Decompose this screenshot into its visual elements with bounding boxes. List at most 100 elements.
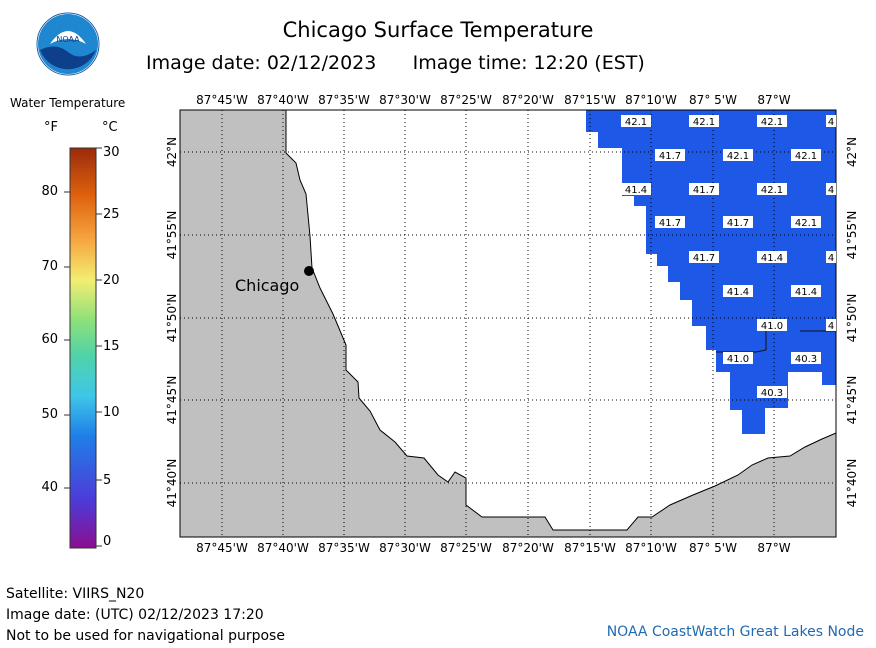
lat-label: 41°40'N [165, 459, 179, 508]
lon-label: 87°W [757, 93, 790, 107]
f-tick-60: 60 [41, 332, 58, 347]
temp-label: 41.4 [621, 183, 651, 196]
temp-label: 42.1 [757, 115, 787, 128]
temp-label: 41.0 [757, 319, 787, 332]
temp-label: 4 [826, 319, 836, 332]
temperature-labels: 42.1 42.1 42.1 4 41.7 42.1 42.1 41.4 41.… [621, 115, 836, 399]
svg-text:40.3: 40.3 [795, 354, 817, 365]
unit-f-label: °F [44, 120, 58, 135]
svg-text:41.4: 41.4 [761, 253, 783, 264]
svg-text:42.1: 42.1 [761, 185, 783, 196]
lat-label: 41°55'N [165, 211, 179, 260]
svg-text:4: 4 [828, 253, 834, 264]
svg-text:41.7: 41.7 [693, 253, 715, 264]
temp-label: 40.3 [757, 386, 787, 399]
lat-labels-left: 42°N 41°55'N 41°50'N 41°45'N 41°40'N [165, 137, 179, 508]
utc-date-label: Image date: (UTC) 02/12/2023 17:20 [6, 607, 264, 623]
lat-label: 41°45'N [845, 376, 859, 425]
lon-label: 87° 5'W [689, 93, 737, 107]
satellite-label: Satellite: VIIRS_N20 [6, 586, 145, 602]
svg-text:42.1: 42.1 [625, 117, 647, 128]
lon-label: 87°35'W [318, 93, 370, 107]
f-tick-40: 40 [41, 480, 58, 495]
svg-text:42.1: 42.1 [761, 117, 783, 128]
svg-text:41.0: 41.0 [761, 321, 783, 332]
f-tick-50: 50 [41, 407, 58, 422]
lon-label: 87°45'W [196, 93, 248, 107]
svg-text:4: 4 [828, 185, 834, 196]
lon-label: 87°45'W [196, 541, 248, 555]
lat-label: 41°50'N [165, 294, 179, 343]
image-time-label: Image time: 12:20 (EST) [412, 52, 645, 74]
lat-label: 42°N [165, 137, 179, 167]
svg-text:41.7: 41.7 [659, 218, 681, 229]
svg-text:4: 4 [828, 321, 834, 332]
lon-label: 87°20'W [502, 93, 554, 107]
noaa-logo: NOAA [36, 12, 100, 76]
lon-label: 87°10'W [625, 541, 677, 555]
temp-label: 4 [826, 115, 836, 128]
temp-label: 42.1 [757, 183, 787, 196]
f-tick-70: 70 [41, 259, 58, 274]
svg-text:42.1: 42.1 [727, 151, 749, 162]
lat-label: 41°55'N [845, 211, 859, 260]
chicago-marker [304, 266, 314, 276]
temp-label: 41.4 [757, 251, 787, 264]
temp-label: 41.4 [791, 285, 821, 298]
lon-label: 87°20'W [502, 541, 554, 555]
svg-text:4: 4 [828, 117, 834, 128]
image-date-label: Image date: 02/12/2023 [146, 52, 377, 74]
unit-c-label: °C [102, 120, 118, 135]
lon-label: 87°30'W [379, 541, 431, 555]
graticule [180, 110, 836, 537]
lat-label: 42°N [845, 137, 859, 167]
svg-text:41.0: 41.0 [727, 354, 749, 365]
svg-text:41.4: 41.4 [625, 185, 647, 196]
c-tick-0: 0 [103, 534, 112, 549]
c-tick-25: 25 [103, 207, 120, 222]
svg-text:41.7: 41.7 [693, 185, 715, 196]
lon-label: 87°25'W [440, 93, 492, 107]
color-scale [64, 147, 102, 549]
lon-labels-bottom: 87°45'W 87°40'W 87°35'W 87°30'W 87°25'W … [196, 541, 791, 555]
c-tick-20: 20 [103, 273, 120, 288]
lat-label: 41°45'N [165, 376, 179, 425]
svg-text:42.1: 42.1 [795, 218, 817, 229]
temp-label: 4 [826, 251, 836, 264]
svg-text:40.3: 40.3 [761, 388, 783, 399]
lon-label: 87°W [757, 541, 790, 555]
footer-info: Satellite: VIIRS_N20 Image date: (UTC) 0… [6, 584, 285, 647]
svg-text:42.1: 42.1 [693, 117, 715, 128]
lon-label: 87°10'W [625, 93, 677, 107]
image-datetime: Image date: 02/12/2023 Image time: 12:20… [146, 52, 645, 74]
svg-text:41.7: 41.7 [727, 218, 749, 229]
svg-text:41.4: 41.4 [727, 287, 749, 298]
temp-label: 41.0 [723, 352, 753, 365]
map-title: Chicago Surface Temperature [282, 18, 594, 42]
temp-label: 41.4 [723, 285, 753, 298]
credit-label: NOAA CoastWatch Great Lakes Node [606, 624, 864, 640]
lat-labels-right: 42°N 41°55'N 41°50'N 41°45'N 41°40'N [845, 137, 859, 508]
chicago-label: Chicago [235, 276, 299, 295]
logo-text: NOAA [56, 35, 80, 44]
lon-label: 87°15'W [564, 93, 616, 107]
c-tick-30: 30 [103, 145, 120, 160]
lon-label: 87°40'W [257, 541, 309, 555]
lon-label: 87°35'W [318, 541, 370, 555]
c-tick-15: 15 [103, 339, 120, 354]
temp-label: 42.1 [791, 216, 821, 229]
c-tick-5: 5 [103, 473, 112, 488]
f-tick-80: 80 [41, 184, 58, 199]
temp-label: 41.7 [655, 216, 685, 229]
temp-label: 4 [826, 183, 836, 196]
lat-label: 41°40'N [845, 459, 859, 508]
lon-label: 87°30'W [379, 93, 431, 107]
temp-label: 41.7 [689, 183, 719, 196]
temp-label: 42.1 [689, 115, 719, 128]
temp-label: 42.1 [723, 149, 753, 162]
lat-label: 41°50'N [845, 294, 859, 343]
temp-label: 42.1 [791, 149, 821, 162]
svg-text:41.4: 41.4 [795, 287, 817, 298]
lon-label: 87°25'W [440, 541, 492, 555]
